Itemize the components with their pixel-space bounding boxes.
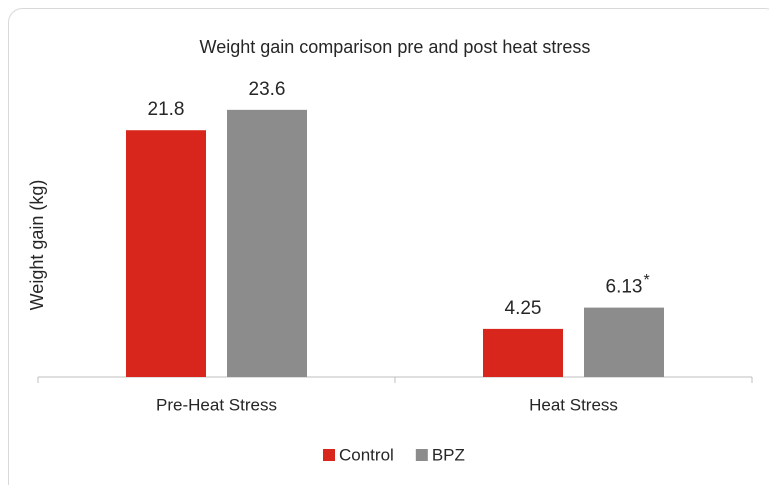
value-label: 4.25 [505, 298, 542, 319]
chart-title: Weight gain comparison pre and post heat… [200, 37, 591, 57]
bar [126, 130, 206, 377]
y-axis-label: Weight gain (kg) [27, 180, 47, 311]
x-tick-label: Heat Stress [529, 395, 618, 414]
value-label: 21.8 [148, 99, 185, 120]
bar [584, 307, 664, 377]
bar [227, 109, 307, 378]
legend-swatch [415, 449, 428, 461]
legend-label: Control [339, 445, 394, 464]
bar [483, 328, 563, 377]
x-tick-label: Pre-Heat Stress [156, 395, 277, 414]
annotation: * [643, 272, 649, 289]
legend-swatch [323, 449, 335, 461]
chart-frame [8, 8, 769, 485]
legend-label: BPZ [432, 445, 465, 464]
value-label: 23.6 [249, 79, 286, 100]
value-label: 6.13 [606, 277, 643, 298]
